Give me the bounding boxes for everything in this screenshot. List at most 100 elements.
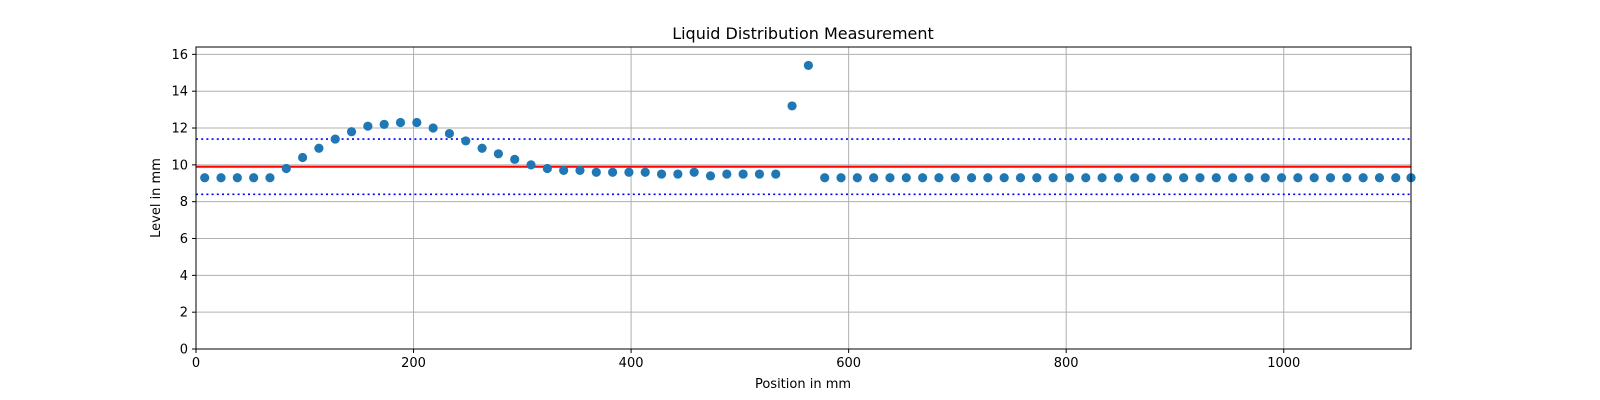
x-tick-label: 400 (619, 356, 644, 371)
data-point (803, 60, 813, 71)
x-tick-label: 200 (401, 356, 426, 371)
data-points (200, 60, 1416, 183)
y-tick-label: 8 (180, 195, 188, 210)
data-point (1325, 173, 1336, 183)
data-point (1244, 173, 1254, 183)
data-point (1146, 173, 1156, 183)
data-point (1162, 173, 1172, 183)
data-point (1293, 173, 1303, 183)
x-axis-label: Position in mm (755, 377, 851, 392)
data-point (738, 169, 748, 179)
data-point (624, 167, 634, 177)
data-point (689, 167, 699, 177)
x-tick-label: 600 (836, 356, 861, 371)
data-point (754, 169, 765, 179)
data-point (869, 173, 879, 183)
data-point (428, 123, 438, 133)
data-point (477, 143, 487, 153)
data-point (346, 127, 357, 137)
data-point (885, 173, 895, 183)
data-point (1064, 173, 1075, 183)
data-point (232, 173, 242, 183)
data-point (461, 136, 471, 146)
y-tick-label: 4 (180, 269, 188, 284)
data-point (444, 128, 455, 139)
data-point (575, 165, 585, 175)
data-point (966, 173, 977, 183)
data-point (673, 169, 683, 179)
data-point (542, 163, 552, 174)
y-tick-label: 14 (171, 85, 188, 100)
data-point (559, 165, 569, 175)
data-point (493, 149, 503, 159)
y-tick-label: 12 (171, 122, 188, 137)
y-tick-label: 16 (171, 48, 188, 63)
reference-lines (196, 138, 1411, 196)
data-point (249, 173, 259, 183)
data-point (314, 143, 324, 153)
data-point (363, 121, 373, 131)
data-point (591, 167, 601, 177)
data-point (999, 173, 1009, 183)
data-point (1342, 173, 1352, 183)
data-point (771, 169, 781, 179)
data-point (281, 163, 291, 174)
data-point (934, 173, 944, 183)
data-point (918, 173, 928, 183)
x-tick-label: 1000 (1267, 356, 1300, 371)
data-point (836, 173, 846, 183)
data-point (950, 173, 960, 183)
data-point (722, 169, 732, 179)
data-point (1211, 173, 1221, 183)
data-point (1228, 173, 1238, 183)
data-point (1374, 173, 1385, 183)
chart-title: Liquid Distribution Measurement (672, 24, 934, 43)
data-point (1358, 173, 1368, 183)
data-point (510, 154, 520, 164)
data-point (1015, 173, 1026, 183)
data-point (983, 173, 993, 183)
data-point (656, 169, 667, 179)
data-point (1309, 173, 1319, 183)
data-point (1391, 173, 1401, 183)
data-point (200, 173, 210, 183)
y-axis-label: Level in mm (149, 158, 164, 238)
data-point (1130, 173, 1140, 183)
y-tick-label: 6 (180, 232, 188, 247)
data-point (395, 117, 406, 128)
data-point (1179, 173, 1189, 183)
data-point (787, 101, 797, 111)
data-point (705, 171, 716, 181)
data-point (1260, 173, 1270, 183)
grid (195, 47, 1411, 350)
data-point (265, 173, 275, 183)
data-point (820, 173, 830, 183)
x-tick-label: 0 (192, 356, 200, 371)
data-point (379, 119, 389, 129)
data-point (901, 173, 911, 183)
data-point (1048, 173, 1058, 183)
y-tick-label: 0 (180, 343, 188, 358)
data-point (640, 167, 650, 177)
x-axis-ticks: 0 200 400 600 800 1000 (192, 349, 1300, 371)
y-axis-ticks: 0 2 4 6 8 10 12 14 16 (171, 48, 196, 358)
y-tick-label: 10 (171, 158, 188, 173)
data-point (297, 152, 308, 163)
y-tick-label: 2 (180, 306, 188, 321)
data-point (1081, 173, 1091, 183)
data-point (852, 173, 862, 183)
data-point (330, 134, 340, 144)
data-point (216, 173, 226, 183)
data-point (526, 160, 536, 170)
plot-frame (195, 46, 1412, 350)
data-point (412, 117, 422, 128)
data-point (1113, 173, 1123, 183)
data-point (608, 167, 618, 177)
data-point (1276, 173, 1287, 183)
data-point (1195, 173, 1205, 183)
x-tick-label: 800 (1054, 356, 1079, 371)
data-point (1032, 173, 1042, 183)
data-point (1097, 173, 1107, 183)
